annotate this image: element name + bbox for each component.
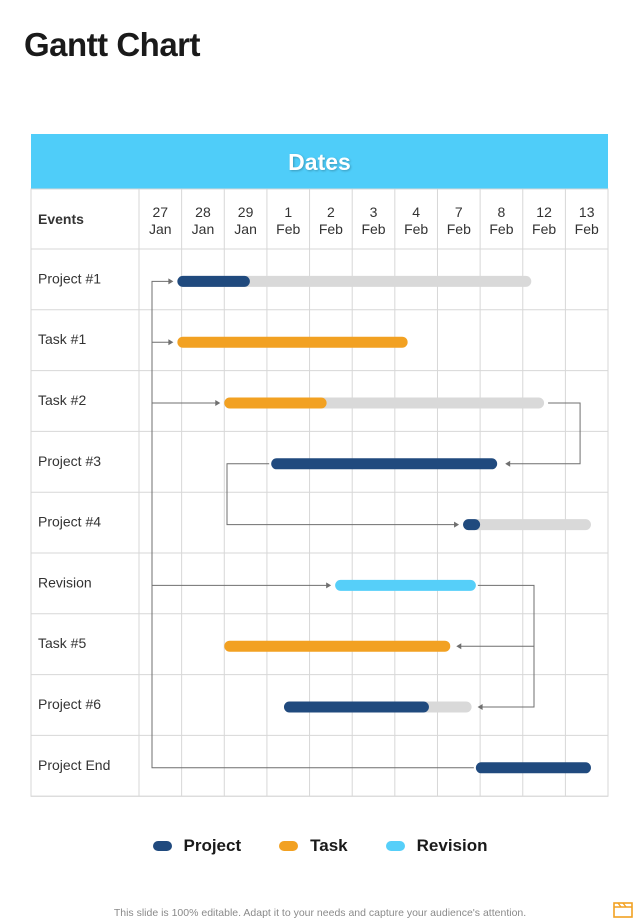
date-month-label: Jan (149, 221, 172, 237)
legend: Project Task Revision (0, 832, 640, 860)
date-day-label: 2 (327, 204, 335, 220)
revision-bar (335, 579, 476, 591)
event-label: Project #1 (38, 270, 101, 286)
event-label: Project End (38, 757, 110, 773)
date-day-label: 1 (284, 204, 292, 220)
connector-arrow (505, 460, 511, 467)
legend-swatch-task (279, 841, 299, 851)
page-title: Gantt Chart (24, 26, 201, 63)
legend-label-task: Task (310, 836, 348, 855)
date-month-label: Feb (489, 221, 513, 237)
date-day-label: 28 (195, 204, 211, 220)
events-column-header: Events (38, 211, 84, 227)
date-day-label: 13 (579, 204, 595, 220)
connector-arrow (454, 521, 460, 528)
legend-swatch-project (152, 841, 172, 851)
date-day-label: 4 (412, 204, 420, 220)
date-month-label: Jan (234, 221, 257, 237)
event-label: Task #5 (38, 635, 86, 651)
remaining-bar (177, 275, 532, 287)
project-bar (271, 458, 498, 470)
connector-trunk (151, 280, 474, 769)
connector-arrow (477, 704, 483, 710)
legend-item-revision: Revision (385, 836, 488, 856)
event-label: Project #3 (38, 453, 101, 469)
date-month-label: Feb (575, 221, 599, 237)
event-label: Revision (38, 574, 92, 590)
event-label: Project #6 (38, 696, 101, 712)
date-month-label: Feb (276, 221, 300, 237)
project-bar (475, 762, 591, 774)
task-bar (177, 336, 408, 348)
date-month-label: Jan (192, 221, 215, 237)
project-bar (463, 519, 481, 531)
task-bar (224, 397, 327, 409)
date-month-label: Feb (361, 221, 385, 237)
event-label: Project #4 (38, 514, 101, 530)
event-label: Task #1 (38, 331, 86, 347)
date-month-label: Feb (532, 221, 556, 237)
connector-arrow (326, 582, 332, 589)
date-day-label: 8 (498, 204, 506, 220)
connector-arrow (168, 339, 174, 346)
connector-arrow (215, 400, 221, 406)
legend-label-project: Project (183, 836, 242, 855)
connector-arrow (168, 278, 174, 285)
date-day-label: 29 (238, 204, 254, 220)
connector-arrow (456, 643, 462, 650)
date-month-label: Feb (404, 221, 428, 237)
connector-task2-project3 (507, 402, 581, 465)
date-day-label: 7 (455, 204, 463, 220)
presentation-board-icon (613, 902, 633, 918)
task-bar (224, 640, 451, 652)
legend-item-project: Project (152, 836, 242, 856)
legend-swatch-revision (385, 841, 405, 851)
connector-project3-project4 (226, 463, 458, 526)
date-day-label: 3 (370, 204, 378, 220)
footer-note: This slide is 100% editable. Adapt it to… (113, 907, 527, 919)
event-label: Task #2 (38, 392, 86, 408)
project-bar (177, 275, 250, 287)
project-bar (283, 701, 429, 713)
remaining-bar (463, 519, 591, 531)
legend-label-revision: Revision (416, 836, 488, 855)
dates-header-bg (31, 134, 608, 189)
date-month-label: Feb (319, 221, 343, 237)
dates-header: Dates (288, 149, 351, 175)
date-month-label: Feb (447, 221, 471, 237)
date-day-label: 12 (536, 204, 552, 220)
date-day-label: 27 (153, 204, 169, 220)
legend-item-task: Task (279, 836, 348, 856)
